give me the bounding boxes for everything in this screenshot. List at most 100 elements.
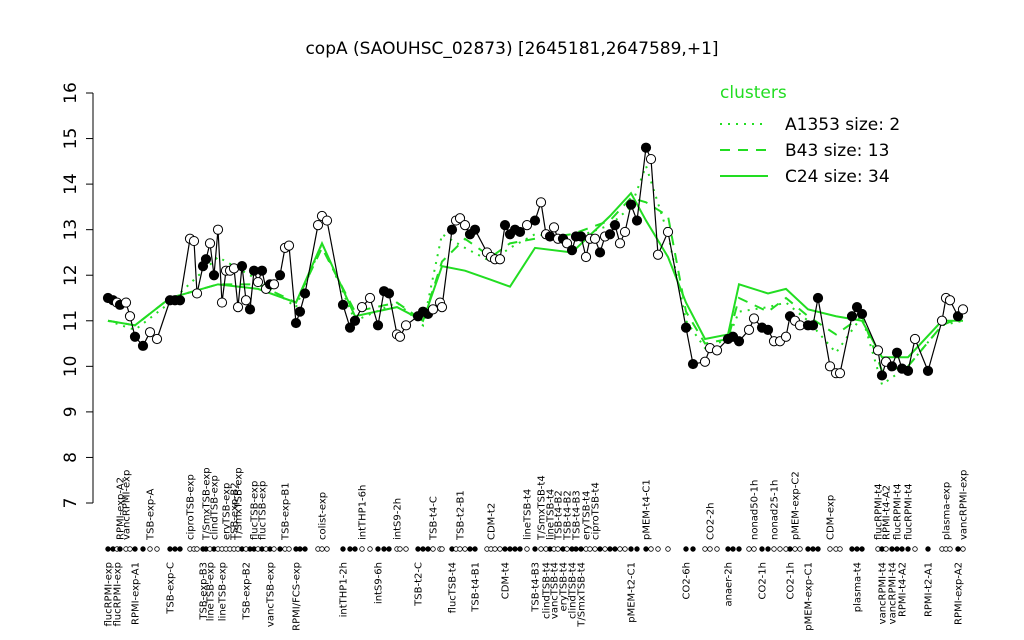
x-tick-label: TSB-t4-B2: [563, 490, 574, 541]
data-point: [124, 311, 136, 322]
sample-dot: [612, 546, 618, 552]
data-point: [780, 331, 792, 342]
data-point: [922, 365, 934, 376]
sample-dot: [912, 546, 918, 552]
data-point: [364, 292, 376, 304]
sample-dot: [286, 546, 292, 552]
sample-dot: [532, 546, 538, 552]
data-point: [529, 215, 541, 226]
sample-dot: [889, 546, 895, 552]
data-point: [514, 226, 526, 238]
data-point: [321, 215, 333, 226]
data-point: [268, 279, 280, 290]
sample-dot: [319, 546, 325, 552]
sample-dot: [792, 546, 798, 552]
data-point: [436, 302, 448, 313]
data-point: [446, 224, 458, 235]
x-tick-label: CO2-1h: [758, 562, 769, 600]
x-tick-label: TSB-t4-B1: [471, 562, 482, 613]
data-point: [748, 313, 760, 324]
data-point: [240, 295, 252, 306]
x-tick-label: flucRPMI-exp: [104, 562, 115, 627]
sample-dot: [172, 546, 178, 552]
data-point: [619, 226, 631, 238]
x-tick-label: intTHP1-6h: [358, 485, 369, 540]
data-point: [807, 320, 819, 331]
data-point: [566, 245, 578, 256]
data-point: [876, 370, 888, 381]
sample-dot: [324, 546, 330, 552]
sample-dot: [147, 546, 153, 552]
y-tick-label: 7: [61, 498, 81, 509]
data-point: [886, 361, 898, 372]
data-point: [174, 295, 186, 306]
x-tick-label: TSB-t2-C: [414, 562, 425, 607]
sample-dot: [439, 546, 445, 552]
sample-dot: [597, 546, 603, 552]
data-point: [625, 199, 637, 210]
sample-dot: [634, 546, 640, 552]
data-point: [120, 297, 132, 308]
sample-dot: [777, 546, 783, 552]
y-tick-label: 14: [61, 173, 81, 195]
data-point: [711, 345, 723, 356]
sample-dot: [810, 546, 816, 552]
data-point: [589, 233, 601, 244]
sample-dot: [277, 546, 283, 552]
x-tick-label: clindTSB-t4: [568, 562, 579, 619]
x-tick-label: flucRPMI-t4: [893, 483, 904, 540]
x-tick-label: T/SmxTSB-exp: [202, 467, 213, 541]
data-point: [283, 240, 295, 251]
data-point: [144, 327, 156, 338]
sample-dot: [367, 546, 373, 552]
sample-dot: [415, 546, 421, 552]
x-tick-label: TSB-exp-C: [166, 562, 177, 615]
y-tick-label: 9: [61, 406, 81, 417]
cluster-line: [107, 191, 963, 359]
data-point: [383, 288, 395, 299]
sample-dot: [955, 546, 961, 552]
x-tick-label: CDM-exp: [826, 495, 837, 540]
data-point: [337, 299, 349, 310]
sample-dot: [787, 546, 793, 552]
data-point: [743, 324, 755, 335]
x-tick-label: TSB-exp-B3: [199, 562, 210, 621]
data-point: [212, 224, 224, 235]
sample-dot: [960, 546, 966, 552]
sample-dot: [714, 546, 720, 552]
sample-dot: [899, 546, 905, 552]
data-point: [846, 311, 858, 322]
data-point: [216, 297, 228, 308]
x-tick-label: colist-exp: [318, 492, 329, 540]
y-tick-label: 11: [61, 310, 81, 332]
x-tick-label: TSB-t4-B3: [572, 490, 583, 541]
data-point: [244, 304, 256, 315]
x-tick-label: vancRPMI-exp: [122, 470, 133, 540]
x-tick-label: flucRPMI-t4: [874, 483, 885, 540]
sample-dot: [403, 546, 409, 552]
x-tick-label: RPMI-exp-A2: [954, 562, 965, 625]
sample-dot: [725, 546, 731, 552]
x-tick-label: lineTSB-t4: [546, 489, 557, 540]
sample-dot: [622, 546, 628, 552]
x-tick-label: plasma-exp: [942, 482, 953, 540]
data-point: [427, 304, 439, 315]
data-point: [604, 229, 616, 240]
sample-dot: [587, 546, 593, 552]
sample-dot: [837, 546, 843, 552]
cluster-line: [107, 162, 964, 387]
x-tick-label: lineTSB-exp: [218, 562, 229, 621]
x-tick-label: eryTSB-t4: [582, 491, 593, 540]
x-tick-label: flucRPMI-exp: [113, 562, 124, 627]
data-point: [151, 333, 163, 345]
data-point: [372, 320, 384, 331]
data-point: [575, 231, 587, 242]
x-tick-label: flucTSB-exp: [250, 481, 261, 540]
x-tick-label: pMEM-t2-C1: [627, 562, 638, 623]
data-point: [394, 331, 406, 342]
data-point: [936, 315, 948, 326]
data-point: [609, 220, 621, 231]
sample-dot: [154, 546, 160, 552]
data-point: [535, 197, 547, 208]
x-tick-label: pMEM-t4-C1: [642, 479, 653, 540]
